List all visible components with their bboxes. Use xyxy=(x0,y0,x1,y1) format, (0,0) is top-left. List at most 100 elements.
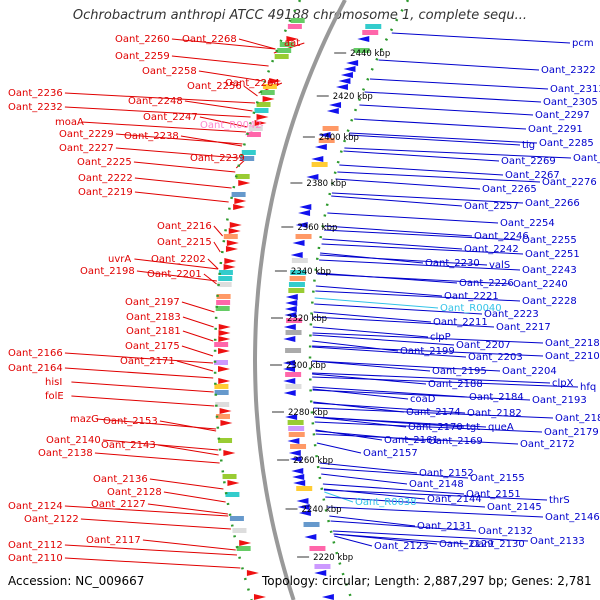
reverse-gene-arrow xyxy=(298,210,311,216)
right-leader-line xyxy=(312,389,531,401)
left-gene-label: Oant_2215 xyxy=(157,237,212,248)
reverse-gene-arrow xyxy=(288,450,301,456)
reverse-gene-arrow xyxy=(283,360,296,366)
left-leader-line xyxy=(134,258,219,270)
reverse-gene-arrow xyxy=(291,468,304,474)
forward-gene-arrow xyxy=(262,96,275,102)
left-gene-label: Oant_2264 xyxy=(225,78,280,89)
right-gene-label: Oant_2276 xyxy=(542,177,597,188)
feature-row xyxy=(218,378,296,384)
forward-gene-arrow xyxy=(229,222,242,228)
reverse-gene-arrow xyxy=(314,144,327,150)
forward-gene-arrow xyxy=(223,450,236,456)
right-leader-line xyxy=(313,407,554,419)
left-leader-line xyxy=(134,177,232,189)
feature-row xyxy=(217,282,305,287)
feature-row xyxy=(311,162,328,167)
right-leader-line xyxy=(323,229,521,241)
feature-row xyxy=(218,438,300,444)
right-leader-line xyxy=(327,506,544,518)
gene-block xyxy=(232,528,247,533)
left-leader-line xyxy=(64,106,251,118)
right-gene-label: clpX xyxy=(552,378,574,389)
right-leader-line xyxy=(337,171,541,183)
feature-row xyxy=(274,54,289,59)
right-gene-label: Oant_2266 xyxy=(525,198,580,209)
right-leader-line xyxy=(313,316,495,328)
right-leader-line xyxy=(378,59,540,71)
forward-gene-arrow xyxy=(218,324,231,330)
left-gene-label: Oant_2166 xyxy=(8,348,63,359)
right-leader-line xyxy=(311,360,501,372)
gene-block xyxy=(274,54,289,59)
left-gene-label: Oant_2110 xyxy=(8,553,63,564)
feature-row xyxy=(218,366,296,372)
feature-row xyxy=(229,222,308,228)
right-leader-line xyxy=(314,303,483,315)
left-gene-label: Oant_2238 xyxy=(124,131,179,142)
feature-row xyxy=(277,48,370,53)
gene-block xyxy=(353,48,370,53)
left-gene-label: Oant_2201 xyxy=(147,269,202,280)
forward-gene-arrow xyxy=(219,408,232,414)
left-gene-label: Oant_2229 xyxy=(59,129,114,140)
right-leader-line xyxy=(331,195,463,207)
forward-gene-arrow xyxy=(286,36,299,42)
reverse-gene-arrow xyxy=(283,378,296,384)
gene-block xyxy=(241,150,256,155)
left-leader-line xyxy=(198,70,263,82)
right-gene-label: Oant_2172 xyxy=(520,439,575,450)
left-gene-label: Oant_2198 xyxy=(80,266,135,277)
left-leader-line xyxy=(213,225,223,237)
right-leader-line xyxy=(319,259,521,271)
left-leader-line xyxy=(71,381,214,393)
right-gene-label: Oant_2269 xyxy=(501,156,556,167)
right-gene-label: Oant_2217 xyxy=(496,322,551,333)
reverse-gene-arrow xyxy=(306,174,319,180)
feature-row xyxy=(289,456,302,462)
left-gene-label: Oant_2236 xyxy=(8,88,63,99)
right-gene-label: Oant_2254 xyxy=(500,218,555,229)
left-leader-line xyxy=(64,505,229,517)
reverse-gene-arrow xyxy=(293,480,306,486)
right-gene-label: Oant_2151 xyxy=(466,489,521,500)
reverse-gene-arrow xyxy=(326,108,339,114)
left-leader-line xyxy=(157,444,219,456)
feature-row xyxy=(256,102,342,108)
feature-row xyxy=(297,504,310,510)
kbp-tick-label: 2380 kbp xyxy=(306,179,346,189)
kbp-tick-label: 2220 kbp xyxy=(313,553,353,563)
gene-block xyxy=(216,294,231,299)
right-leader-line xyxy=(311,360,431,372)
left-leader-line xyxy=(149,478,224,490)
kbp-tick-label: 2440 kbp xyxy=(350,49,390,59)
inner-dotted-ring xyxy=(308,0,410,600)
left-gene-label: Oant_2239 xyxy=(190,153,245,164)
right-gene-label: Oant_R0040 xyxy=(440,303,502,314)
right-gene-label: Oant_2195 xyxy=(432,366,487,377)
forward-gene-arrow xyxy=(224,258,237,264)
right-leader-line xyxy=(359,104,534,116)
left-leader-line xyxy=(163,491,226,503)
forward-gene-arrow xyxy=(218,336,231,342)
left-gene-label: Oant_2219 xyxy=(78,187,133,198)
right-leader-line xyxy=(364,91,542,103)
feature-row xyxy=(298,210,311,216)
kbp-tick-label: 2320 kbp xyxy=(287,314,327,324)
feature-row xyxy=(218,276,306,281)
forward-gene-arrow xyxy=(226,240,239,246)
feature-row xyxy=(303,522,320,527)
left-gene-label: folE xyxy=(45,391,64,402)
gene-block xyxy=(285,330,302,335)
gene-block xyxy=(218,438,233,443)
gene-block xyxy=(218,270,233,275)
forward-gene-arrow xyxy=(220,420,233,426)
gene-block xyxy=(214,360,229,365)
left-gene-label: Oant_2260 xyxy=(115,34,170,45)
reverse-gene-arrow xyxy=(285,414,298,420)
feature-row xyxy=(314,564,331,569)
gene-block xyxy=(288,282,305,287)
reverse-gene-arrow xyxy=(329,102,342,108)
right-leader-line xyxy=(354,118,527,130)
feature-row xyxy=(226,240,305,246)
